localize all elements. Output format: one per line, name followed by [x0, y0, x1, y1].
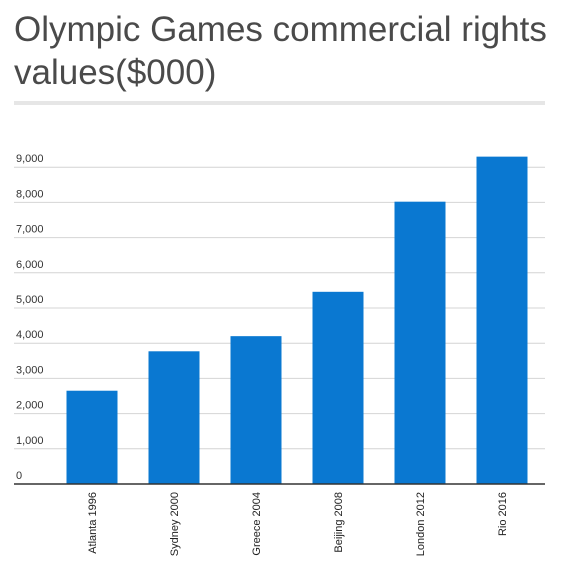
bar	[394, 201, 446, 485]
x-tick-label: Beijing 2008	[333, 492, 345, 553]
bar	[312, 291, 364, 484]
y-tick-label: 1,000	[16, 435, 44, 447]
bar	[148, 351, 200, 484]
bars	[66, 156, 528, 485]
x-tick-label: London 2012	[415, 492, 427, 556]
y-axis-labels: 0 1,000 2,000 3,000 4,000 5,000 6,000 7,000 8,00…	[16, 153, 44, 482]
y-tick-label: 9,000	[16, 153, 44, 165]
bar	[66, 390, 118, 484]
y-tick-label: 6,000	[16, 259, 44, 271]
title-divider	[14, 101, 545, 105]
bar	[476, 156, 528, 484]
y-tick-label: 5,000	[16, 294, 44, 306]
x-tick-label: Greece 2004	[251, 492, 263, 556]
y-tick-label: 8,000	[16, 188, 44, 200]
y-tick-label: 0	[16, 470, 22, 482]
y-tick-label: 4,000	[16, 329, 44, 341]
x-tick-label: Rio 2016	[497, 492, 509, 536]
y-tick-label: 7,000	[16, 224, 44, 236]
y-tick-label: 2,000	[16, 400, 44, 412]
x-tick-label: Atlanta 1996	[87, 492, 99, 554]
y-tick-label: 3,000	[16, 364, 44, 376]
bar	[230, 336, 282, 484]
chart-title: Olympic Games commercial rights values($…	[14, 10, 547, 92]
x-tick-label: Sydney 2000	[169, 492, 181, 556]
x-axis-labels: Atlanta 1996 Sydney 2000 Greece 2004 Beijin…	[87, 492, 509, 556]
